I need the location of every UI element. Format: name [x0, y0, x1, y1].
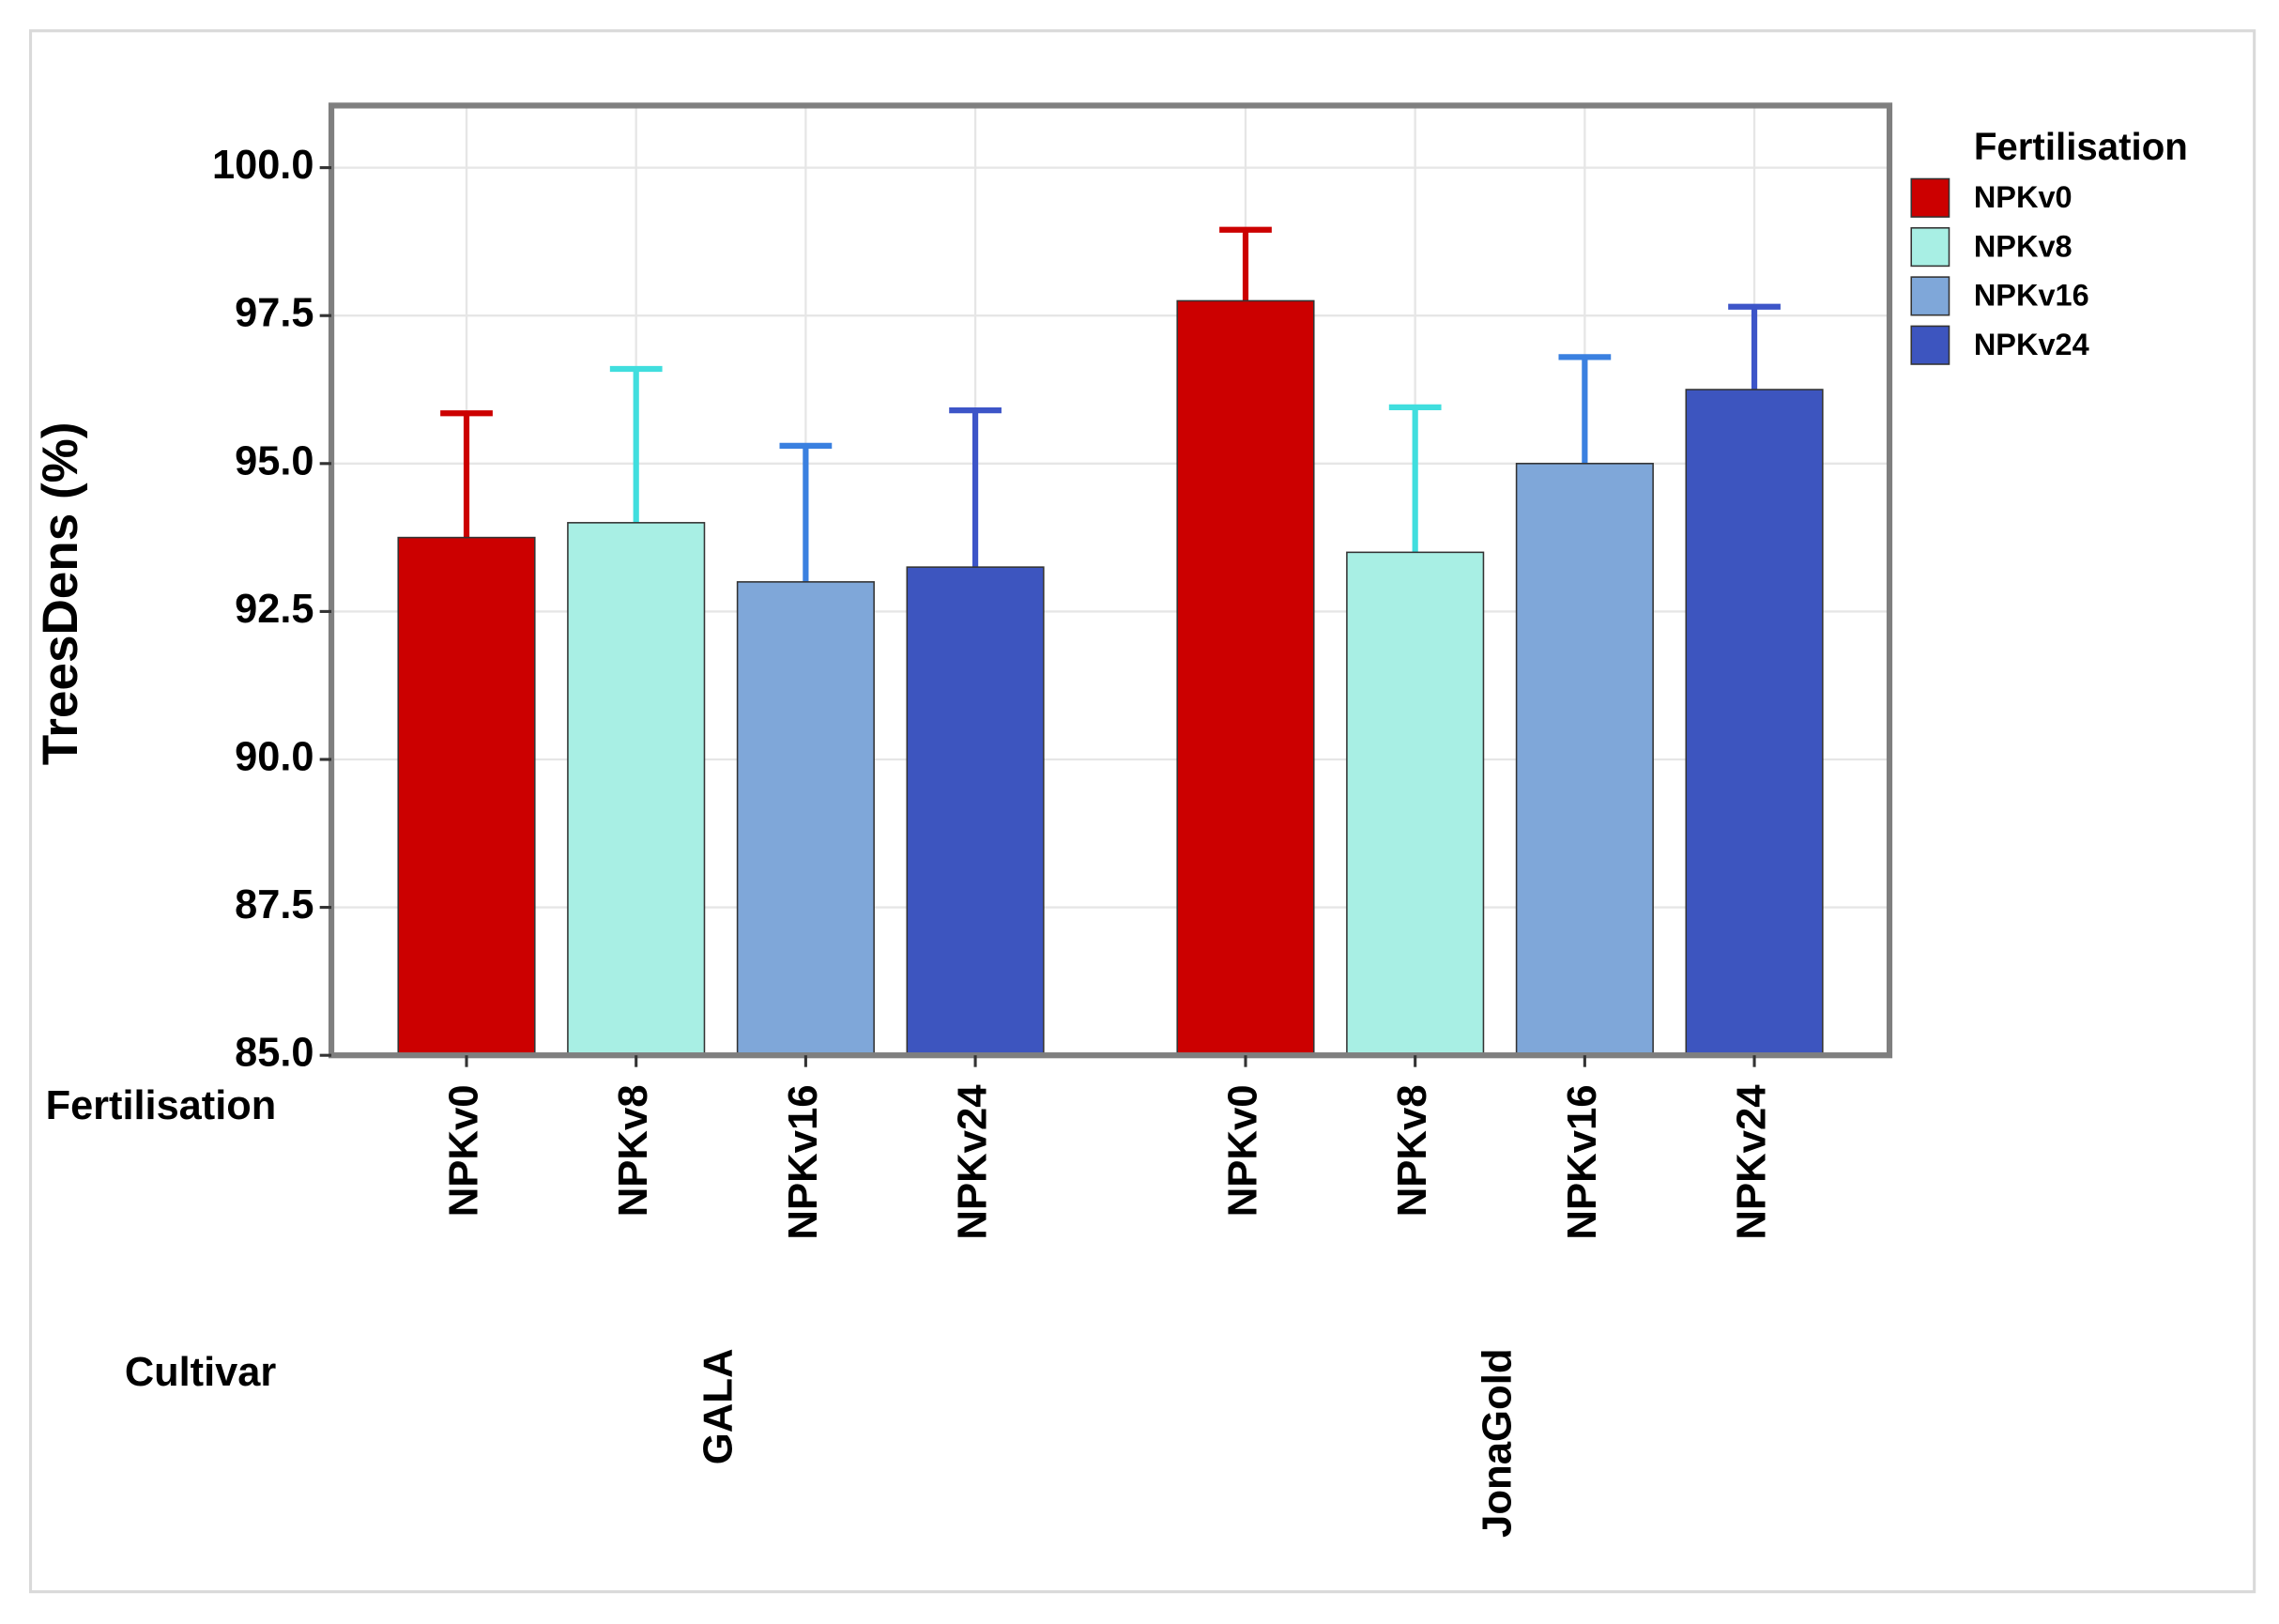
bar	[1515, 463, 1654, 1056]
bar	[736, 581, 875, 1056]
legend-label: NPKv0	[1974, 179, 2073, 214]
y-tick-label: 95.0	[235, 438, 314, 483]
legend-swatch	[1910, 276, 1950, 316]
plot-border	[328, 102, 1893, 1059]
category-label: JonaGold	[1476, 1348, 1521, 1538]
x-tick-label: NPKv0	[442, 1084, 487, 1217]
legend-label: NPKv16	[1974, 277, 2089, 312]
y-tick-label: 92.5	[235, 587, 314, 632]
bar	[906, 566, 1045, 1056]
bar	[1346, 551, 1485, 1056]
x-tick-label: NPKv24	[1730, 1084, 1775, 1239]
bar	[567, 522, 706, 1056]
legend-swatch	[1910, 325, 1950, 365]
x-tick-label: NPKv24	[951, 1084, 996, 1239]
y-tick-label: 97.5	[235, 291, 314, 336]
bar	[1176, 299, 1315, 1056]
legend-label: NPKv24	[1974, 327, 2089, 361]
x-tick-label: NPKv16	[781, 1084, 826, 1239]
y-axis-label: TreesDens (%)	[33, 421, 88, 765]
legend-swatch	[1910, 177, 1950, 218]
plot-area: 85.0 87.5 90.0 92.5 95.0 97.5 100.0 NPKv0 NPKv8 N…	[33, 102, 2188, 1538]
row-label: Cultivar	[125, 1350, 276, 1395]
legend-label: NPKv8	[1974, 228, 2073, 263]
x-tick-label: NPKv8	[611, 1084, 656, 1217]
x-tick-label: NPKv16	[1560, 1084, 1605, 1239]
y-tick-label: 100.0	[212, 143, 314, 188]
x-tick-label: NPKv8	[1390, 1084, 1435, 1217]
category-label: GALA	[696, 1348, 742, 1464]
y-tick-label: 85.0	[235, 1031, 314, 1076]
y-tick-label: 90.0	[235, 734, 314, 779]
bar	[1685, 389, 1824, 1056]
legend-swatch	[1910, 227, 1950, 268]
legend-title: Fertilisation	[1974, 125, 2188, 168]
y-tick-label: 87.5	[235, 882, 314, 927]
row-label: Fertilisation	[46, 1083, 277, 1128]
bar	[397, 536, 536, 1056]
x-tick-label: NPKv0	[1221, 1084, 1266, 1217]
